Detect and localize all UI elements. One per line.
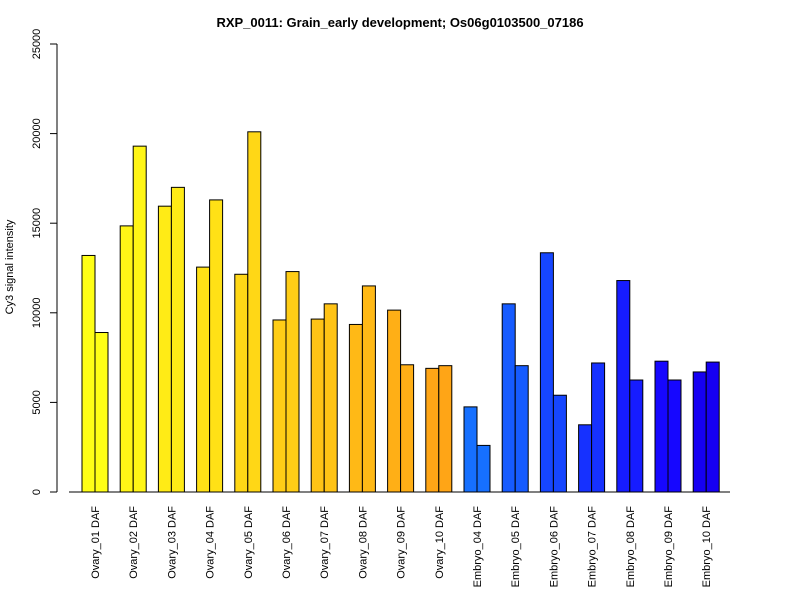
x-axis: Ovary_01 DAF Ovary_02 DAF Ovary_03 DAF Ovar…	[69, 491, 730, 588]
y-tick-label: 20000	[31, 118, 43, 149]
bar	[629, 379, 644, 493]
bar	[247, 131, 262, 493]
bar	[81, 254, 96, 493]
x-tick-label: Ovary_01 DAF	[90, 506, 102, 579]
bar	[514, 365, 529, 493]
x-tick-label: Ovary_02 DAF	[128, 506, 140, 579]
bar	[476, 444, 491, 493]
bar	[234, 273, 249, 493]
bar	[654, 360, 669, 493]
x-tick-label: Ovary_07 DAF	[319, 506, 331, 579]
bar	[400, 364, 415, 493]
x-tick-label: Embryo_05 DAF	[510, 506, 522, 588]
bar	[539, 252, 554, 493]
x-tick-label: Ovary_08 DAF	[357, 506, 369, 579]
bar	[705, 361, 720, 493]
bar	[438, 365, 453, 493]
x-tick-label: Ovary_05 DAF	[243, 506, 255, 579]
y-tick-label: 5000	[31, 390, 43, 414]
x-tick-label: Ovary_09 DAF	[396, 506, 408, 579]
x-tick-label: Ovary_04 DAF	[205, 506, 217, 579]
bar	[157, 205, 172, 493]
bar	[323, 303, 338, 493]
x-tick-label: Ovary_10 DAF	[434, 506, 446, 579]
bar	[361, 285, 376, 493]
x-tick-label: Embryo_10 DAF	[701, 506, 713, 588]
y-axis: 0 5000 10000 15000 20000 25000	[31, 29, 58, 495]
bar	[196, 266, 211, 493]
bars	[81, 131, 720, 493]
bar	[692, 371, 707, 493]
bar	[94, 332, 109, 493]
x-tick-label: Embryo_08 DAF	[625, 506, 637, 588]
x-tick-label: Ovary_03 DAF	[166, 506, 178, 579]
x-tick-label: Embryo_04 DAF	[472, 506, 484, 588]
bar	[667, 379, 682, 493]
bar	[425, 367, 440, 493]
bar	[272, 319, 287, 493]
bar	[170, 186, 185, 493]
x-tick-label: Ovary_06 DAF	[281, 506, 293, 579]
bar	[119, 225, 134, 493]
bar	[348, 323, 363, 493]
y-tick-label: 10000	[31, 298, 43, 329]
y-axis-label: Cy3 signal intensity	[4, 219, 16, 314]
bar	[578, 424, 593, 493]
chart-title: RXP_0011: Grain_early development; Os06g…	[216, 15, 583, 30]
x-tick-label: Embryo_09 DAF	[663, 506, 675, 588]
bar	[132, 145, 147, 493]
bar	[387, 309, 402, 493]
bar	[552, 394, 567, 493]
bar	[501, 303, 516, 493]
x-tick-label: Embryo_06 DAF	[548, 506, 560, 588]
bar	[463, 406, 478, 493]
y-tick-label: 15000	[31, 208, 43, 239]
bar	[616, 280, 631, 493]
y-tick-label: 0	[31, 489, 43, 495]
bar	[209, 199, 224, 493]
bar	[591, 362, 606, 493]
bar	[310, 318, 325, 493]
bar	[285, 271, 300, 493]
y-tick-label: 25000	[31, 29, 43, 60]
x-tick-label: Embryo_07 DAF	[587, 506, 599, 588]
